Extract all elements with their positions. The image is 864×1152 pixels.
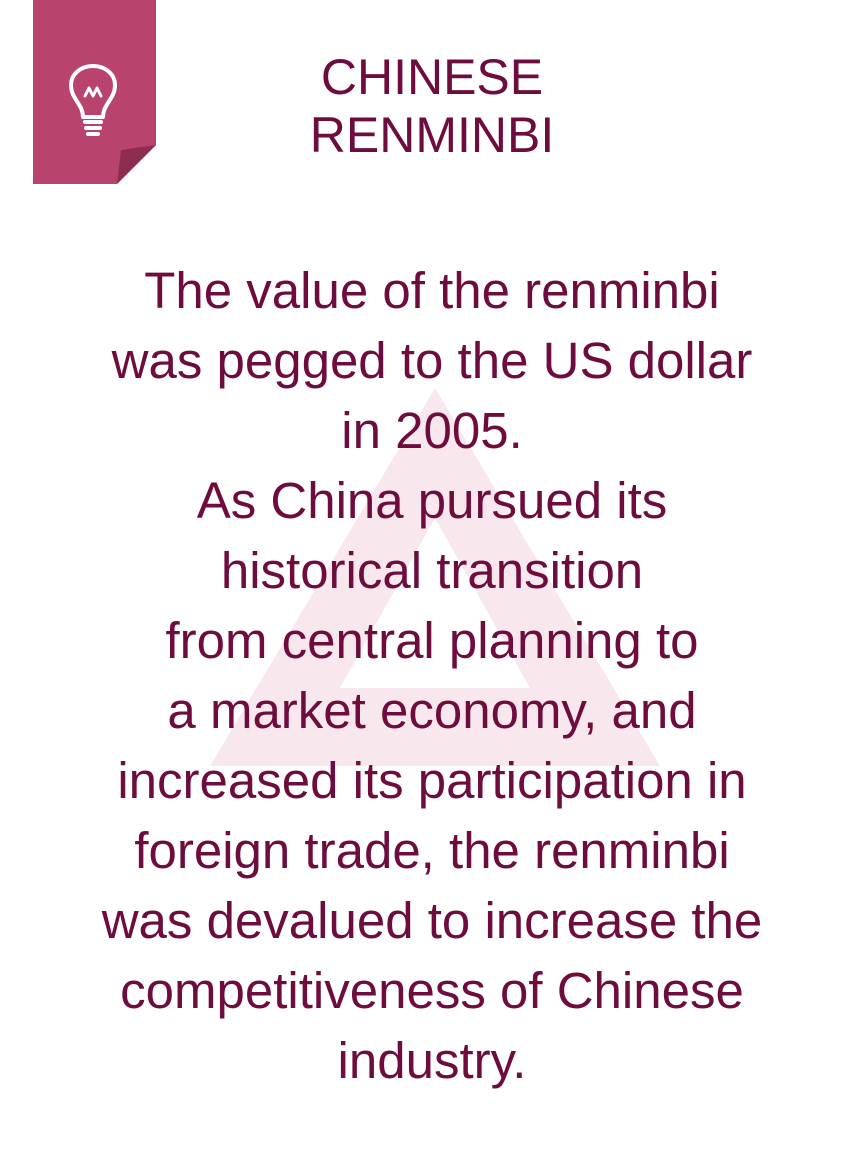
body-line: foreign trade, the renminbi xyxy=(134,822,730,879)
body-line: industry. xyxy=(337,1032,527,1089)
badge-fold xyxy=(117,145,156,184)
lightbulb-icon xyxy=(69,64,117,136)
triangle-logo-icon xyxy=(210,388,660,766)
title-line: CHINESE xyxy=(320,49,544,105)
title-line: RENMINBI xyxy=(309,107,555,163)
lightbulb-badge xyxy=(33,0,156,184)
page-title: CHINESE RENMINBI xyxy=(170,48,694,164)
body-line: increased its participation in xyxy=(117,752,747,809)
body-line: in 2005. xyxy=(341,402,523,459)
body-line: The value of the renminbi xyxy=(144,262,720,319)
body-line: was devalued to increase the xyxy=(101,892,763,949)
body-line: historical transition xyxy=(220,542,644,599)
body-line: from central planning to xyxy=(165,612,699,669)
body-line: As China pursued its xyxy=(196,472,668,529)
body-line: a market economy, and xyxy=(167,682,697,739)
tip-badge xyxy=(33,0,156,184)
body-paragraph: The value of the renminbi was pegged to … xyxy=(20,256,844,1096)
watermark xyxy=(210,388,660,766)
body-line: was pegged to the US dollar xyxy=(111,332,753,389)
body-line: competitiveness of Chinese xyxy=(120,962,744,1019)
